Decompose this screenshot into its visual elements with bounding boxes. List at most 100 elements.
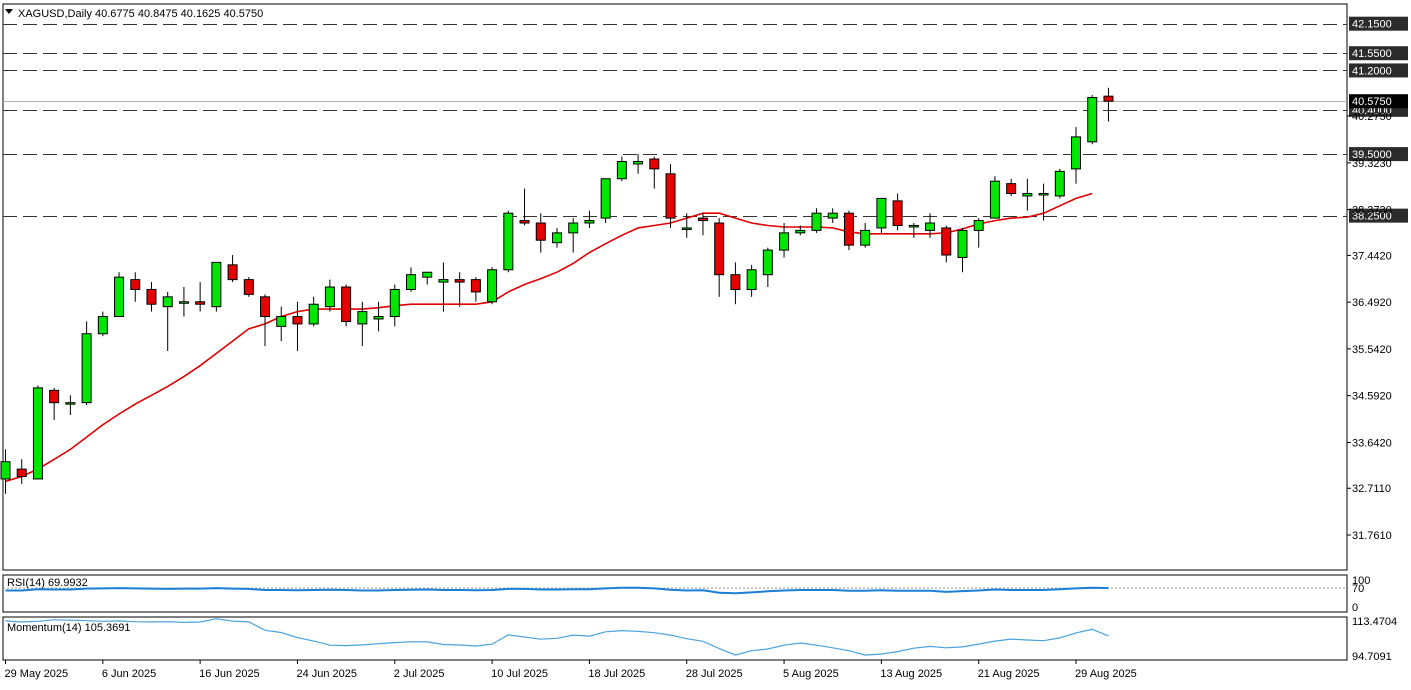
candle[interactable] <box>178 287 189 317</box>
rsi-axis-label: 100 <box>1352 575 1370 587</box>
candle[interactable] <box>162 291 173 351</box>
candle-body <box>292 316 303 325</box>
candle[interactable] <box>568 218 579 253</box>
candle[interactable] <box>373 301 384 332</box>
candle[interactable] <box>16 459 27 484</box>
candle-body <box>470 279 481 293</box>
candle[interactable] <box>1006 178 1017 196</box>
candle[interactable] <box>1103 87 1114 122</box>
candle[interactable] <box>876 197 887 233</box>
candle[interactable] <box>746 264 757 297</box>
candle[interactable] <box>487 267 498 305</box>
candle-body <box>503 212 514 271</box>
price-axis-label: 34.5920 <box>1352 391 1392 403</box>
candle[interactable] <box>65 395 76 415</box>
candle[interactable] <box>665 163 676 228</box>
candle[interactable] <box>389 284 400 327</box>
candle[interactable] <box>779 223 790 258</box>
candle[interactable] <box>519 188 530 226</box>
candle[interactable] <box>260 294 271 347</box>
candle[interactable] <box>633 154 644 174</box>
level-price-tag-label: 41.5500 <box>1352 48 1392 60</box>
candle[interactable] <box>795 225 806 236</box>
candle[interactable] <box>81 321 92 406</box>
candle[interactable] <box>292 301 303 351</box>
candle-body <box>243 279 254 295</box>
candle[interactable] <box>406 267 416 292</box>
candle[interactable] <box>730 262 741 305</box>
candle[interactable] <box>454 272 465 307</box>
candle[interactable] <box>341 284 352 327</box>
rsi-axis-label: 70 <box>1352 583 1364 595</box>
candle[interactable] <box>681 213 692 238</box>
candle-body <box>162 296 173 308</box>
date-axis-label: 28 Jul 2025 <box>686 668 743 680</box>
candle[interactable] <box>957 227 968 273</box>
candle[interactable] <box>827 208 838 224</box>
candle[interactable] <box>989 176 1000 219</box>
candle[interactable] <box>584 210 595 228</box>
candle[interactable] <box>697 213 708 236</box>
candle[interactable] <box>860 223 871 248</box>
candle[interactable] <box>114 272 125 318</box>
momentum-panel-frame <box>2 616 1348 661</box>
candle[interactable] <box>535 213 546 253</box>
candle[interactable] <box>243 277 254 297</box>
candle-body <box>681 227 692 230</box>
candle[interactable] <box>32 385 43 480</box>
candle[interactable] <box>97 311 108 337</box>
candle[interactable] <box>211 261 222 312</box>
candle[interactable] <box>0 449 11 494</box>
candle[interactable] <box>908 223 919 238</box>
candle-body <box>211 261 222 308</box>
candle-body <box>406 274 416 290</box>
candle[interactable] <box>1054 168 1065 199</box>
level-price-tag-label: 39.5000 <box>1352 149 1392 161</box>
level-price-tag <box>1349 16 1408 31</box>
momentum-line <box>5 618 1109 656</box>
candle[interactable] <box>762 247 773 287</box>
date-axis-label: 18 Jul 2025 <box>588 668 645 680</box>
candle[interactable] <box>422 271 433 285</box>
candle[interactable] <box>130 272 141 302</box>
candle[interactable] <box>811 208 822 233</box>
candle[interactable] <box>925 213 936 238</box>
candle[interactable] <box>973 218 984 248</box>
candle[interactable] <box>49 387 60 420</box>
candle[interactable] <box>616 156 627 182</box>
candle[interactable] <box>1038 183 1049 221</box>
candle[interactable] <box>600 178 611 224</box>
candle[interactable] <box>146 282 157 312</box>
chart-header-dropdown-icon[interactable] <box>5 9 13 14</box>
candle[interactable] <box>551 227 562 248</box>
candle-body <box>389 288 400 318</box>
candle[interactable] <box>1087 95 1098 145</box>
candle-body <box>438 279 449 283</box>
rsi-axis-label: 0 <box>1352 602 1358 614</box>
candle-body <box>49 389 60 404</box>
candle[interactable] <box>941 225 952 263</box>
candle-body <box>665 173 676 219</box>
candle[interactable] <box>324 279 335 312</box>
candle[interactable] <box>470 277 481 302</box>
candle[interactable] <box>308 296 319 327</box>
candle-body <box>1054 170 1065 197</box>
candle[interactable] <box>649 156 660 189</box>
candle-body <box>649 158 660 170</box>
candle[interactable] <box>1022 178 1033 211</box>
candle[interactable] <box>892 193 903 231</box>
candle[interactable] <box>438 262 449 312</box>
candle[interactable] <box>227 255 238 283</box>
candle[interactable] <box>195 282 206 312</box>
candle-body <box>779 232 790 251</box>
candle[interactable] <box>357 301 368 347</box>
candle[interactable] <box>843 210 854 251</box>
date-axis-label: 24 Jun 2025 <box>296 668 357 680</box>
candle[interactable] <box>276 306 287 342</box>
candle[interactable] <box>714 218 725 297</box>
candle[interactable] <box>1071 127 1082 184</box>
candle[interactable] <box>503 210 514 273</box>
candle-body <box>341 286 352 322</box>
